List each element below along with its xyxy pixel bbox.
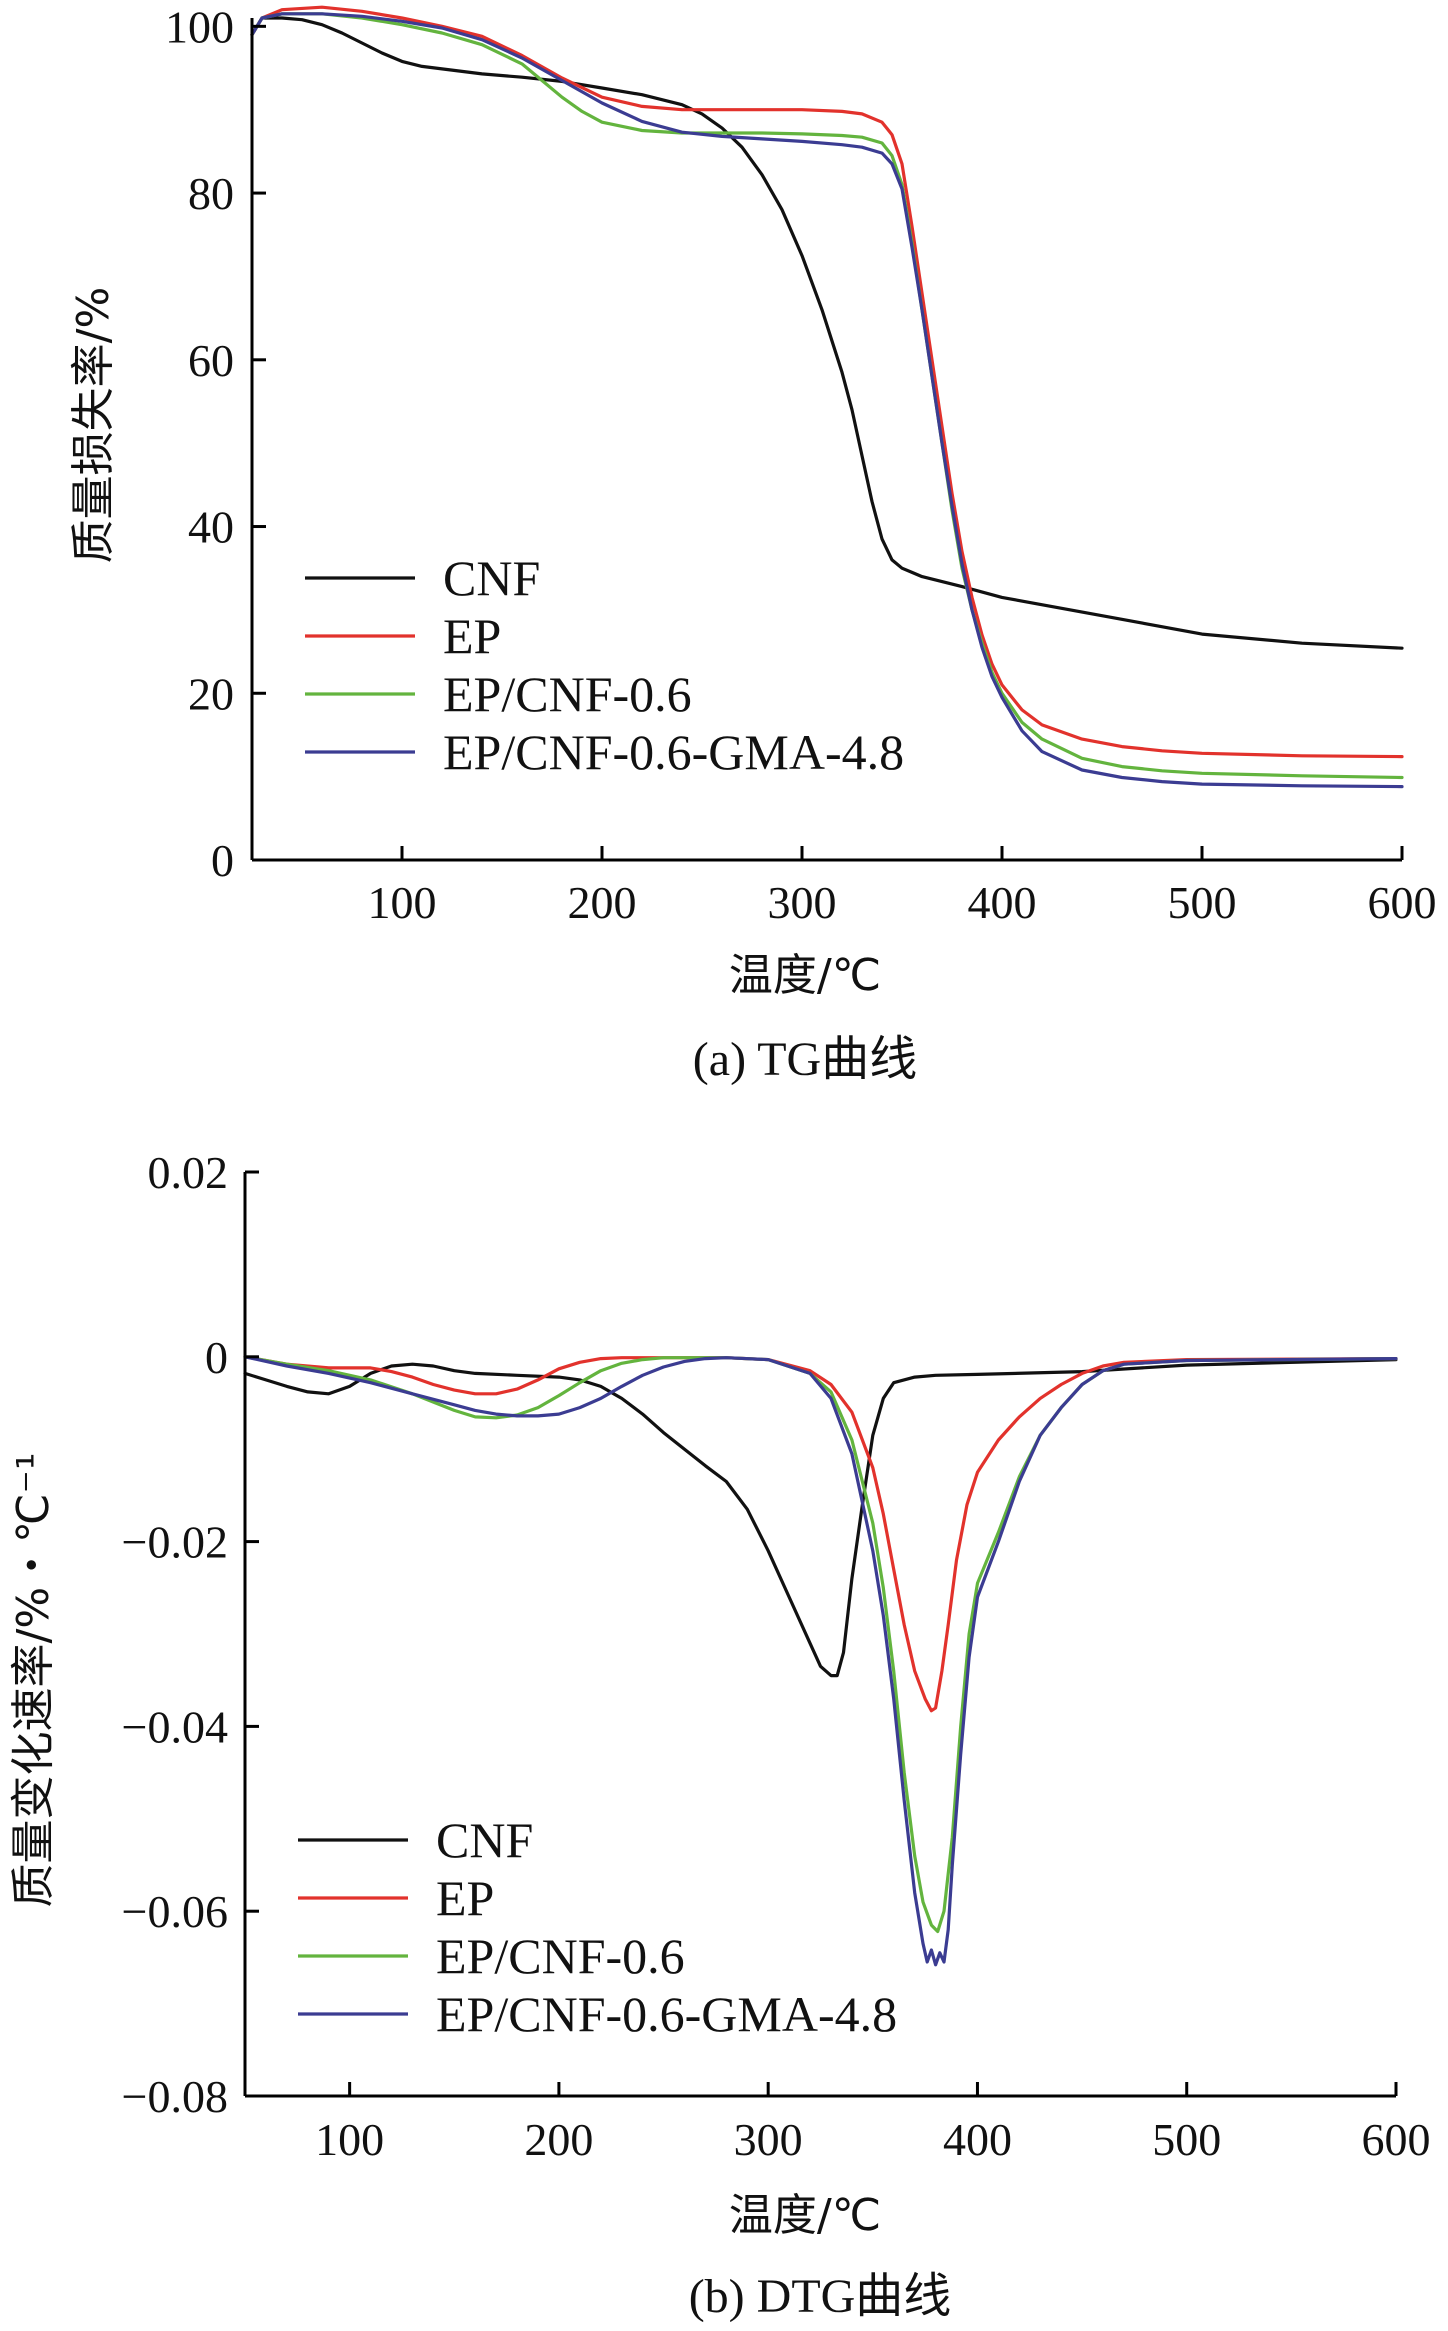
dtg-series-line-0 bbox=[243, 1358, 1398, 1678]
tg-axes: 100 200 300 400 500 600 0 20 40 60 80 100 bbox=[165, 1, 1437, 928]
tg-series-line-1 bbox=[250, 5, 1404, 759]
dtg-legend-label-1: EP bbox=[436, 1870, 494, 1926]
tg-x-tick-label: 500 bbox=[1168, 877, 1237, 928]
tg-series-line-0 bbox=[250, 16, 1404, 650]
tg-caption: (a) TG曲线 bbox=[693, 1033, 917, 1086]
tg-legend-label-3: EP/CNF-0.6-GMA-4.8 bbox=[443, 724, 904, 780]
dtg-series-line-3 bbox=[243, 1355, 1398, 1967]
tg-series-line-3 bbox=[250, 12, 1404, 789]
dtg-y-tick-label: −0.04 bbox=[122, 1701, 228, 1752]
tg-y-tick-label: 80 bbox=[188, 168, 234, 219]
tg-y-tick-label: 20 bbox=[188, 668, 234, 719]
tg-y-axis-title: 质量损失率/% bbox=[68, 287, 119, 564]
dtg-legend-label-0: CNF bbox=[436, 1812, 533, 1868]
tg-series-line-2 bbox=[250, 12, 1404, 780]
tg-legend-label-2: EP/CNF-0.6 bbox=[443, 666, 692, 722]
tg-x-tick-label: 600 bbox=[1368, 877, 1437, 928]
dtg-y-tick-label: 0 bbox=[205, 1332, 228, 1383]
dtg-y-tick-label: −0.02 bbox=[122, 1517, 228, 1568]
tg-y-tick-label: 0 bbox=[211, 835, 234, 886]
tg-x-tick-label: 200 bbox=[568, 877, 637, 928]
tg-x-axis-title: 温度/℃ bbox=[729, 950, 881, 1001]
dtg-x-tick-label: 200 bbox=[524, 2114, 593, 2165]
dtg-series-layer bbox=[243, 1355, 1398, 1967]
dtg-caption: (b) DTG曲线 bbox=[689, 2270, 952, 2323]
tg-legend-label-0: CNF bbox=[443, 550, 540, 606]
tg-x-tick-label: 300 bbox=[768, 877, 837, 928]
dtg-y-tick-label: −0.08 bbox=[122, 2071, 228, 2122]
dtg-axes: 100 200 300 400 500 600 0.02 0 −0.02 −0.04 −0.06 −0… bbox=[122, 1147, 1431, 2165]
dtg-legend-label-3: EP/CNF-0.6-GMA-4.8 bbox=[436, 1986, 897, 2042]
dtg-y-tick-label: −0.06 bbox=[122, 1886, 228, 1937]
dtg-x-tick-label: 300 bbox=[734, 2114, 803, 2165]
dtg-chart: 100 200 300 400 500 600 0.02 0 −0.02 −0.04 −0.06 −0… bbox=[8, 1147, 1431, 2323]
tg-y-tick-label: 40 bbox=[188, 502, 234, 553]
tg-y-tick-label: 60 bbox=[188, 335, 234, 386]
dtg-series-line-2 bbox=[243, 1355, 1398, 1934]
tg-y-tick-label: 100 bbox=[165, 1, 234, 52]
dtg-series-line-1 bbox=[243, 1355, 1398, 1713]
tg-legend-label-1: EP bbox=[443, 608, 501, 664]
dtg-legend-label-2: EP/CNF-0.6 bbox=[436, 1928, 685, 1984]
dtg-x-tick-label: 600 bbox=[1362, 2114, 1431, 2165]
dtg-x-tick-label: 400 bbox=[943, 2114, 1012, 2165]
tg-x-tick-label: 400 bbox=[968, 877, 1037, 928]
dtg-x-tick-label: 500 bbox=[1152, 2114, 1221, 2165]
dtg-x-tick-label: 100 bbox=[315, 2114, 384, 2165]
tg-x-tick-label: 100 bbox=[368, 877, 437, 928]
dtg-y-tick-label: 0.02 bbox=[148, 1147, 229, 1198]
dtg-y-axis-title: 质量变化速率/%・℃⁻¹ bbox=[8, 1453, 59, 1908]
tg-series-layer bbox=[250, 5, 1404, 789]
dtg-x-axis-title: 温度/℃ bbox=[729, 2190, 881, 2241]
